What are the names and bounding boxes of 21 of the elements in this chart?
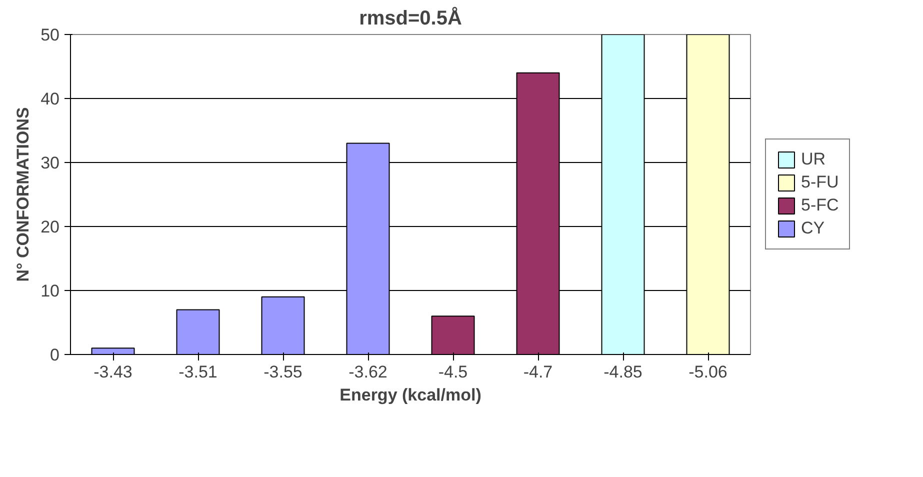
- y-axis-title: N° CONFORMATIONS: [14, 107, 33, 282]
- x-axis-title: Energy (kcal/mol): [340, 386, 482, 404]
- x-tick-label: -3.62: [348, 362, 388, 382]
- x-tick-label: -4.85: [604, 362, 642, 382]
- x-tick-label: -3.51: [178, 362, 218, 382]
- x-tick-label: -4.5: [438, 362, 468, 382]
- x-tick-label: -4.7: [523, 362, 553, 382]
- legend-label: UR: [801, 150, 826, 170]
- y-tick-label: 20: [40, 218, 60, 236]
- x-tick-label: -3.43: [94, 362, 132, 382]
- y-tick-label: 0: [50, 346, 60, 364]
- chart-title: rmsd=0.5Å: [359, 6, 462, 30]
- y-tick-label: 30: [40, 154, 60, 172]
- legend-label: CY: [801, 218, 825, 238]
- x-tick-label: -5.06: [688, 362, 728, 382]
- y-tick-label: 50: [40, 26, 60, 44]
- legend-label: 5-FU: [801, 172, 839, 192]
- x-tick-label: -3.55: [264, 362, 302, 382]
- legend-label: 5-FC: [801, 196, 839, 216]
- y-tick-label: 40: [40, 90, 60, 108]
- y-tick-label: 10: [40, 282, 60, 300]
